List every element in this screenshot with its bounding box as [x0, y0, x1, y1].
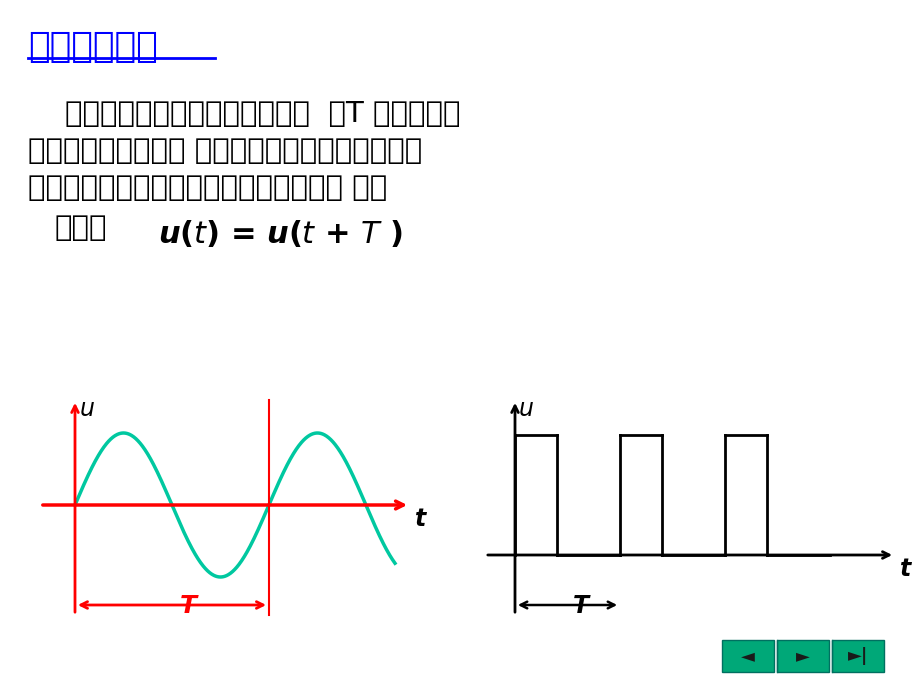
Text: 电压。如正弦波、方波、三角波、锯齿波 等。: 电压。如正弦波、方波、三角波、锯齿波 等。 — [28, 174, 387, 202]
Text: $\boldsymbol{u}$($t$) = $\boldsymbol{u}$($t$ + $T$ ): $\boldsymbol{u}$($t$) = $\boldsymbol{u}$… — [158, 218, 403, 249]
Text: 化一次，则此种电流 、电压称为周期性交流电流或: 化一次，则此种电流 、电压称为周期性交流电流或 — [28, 137, 422, 165]
Text: ►|: ►| — [847, 647, 868, 665]
FancyBboxPatch shape — [777, 640, 828, 672]
FancyBboxPatch shape — [831, 640, 883, 672]
Text: u: u — [80, 397, 95, 421]
Text: 如果电流或电压每经过一定时间  （T ）就重复变: 如果电流或电压每经过一定时间 （T ）就重复变 — [28, 100, 460, 128]
Text: 记做：: 记做： — [55, 214, 108, 242]
FancyBboxPatch shape — [721, 640, 773, 672]
Text: ◄: ◄ — [741, 647, 754, 665]
Text: t: t — [899, 557, 910, 581]
Text: T: T — [572, 594, 588, 618]
Text: ►: ► — [795, 647, 809, 665]
Text: u: u — [518, 397, 533, 421]
Text: T: T — [180, 594, 197, 618]
Text: 交流电的概念: 交流电的概念 — [28, 30, 157, 64]
Text: t: t — [414, 507, 425, 531]
